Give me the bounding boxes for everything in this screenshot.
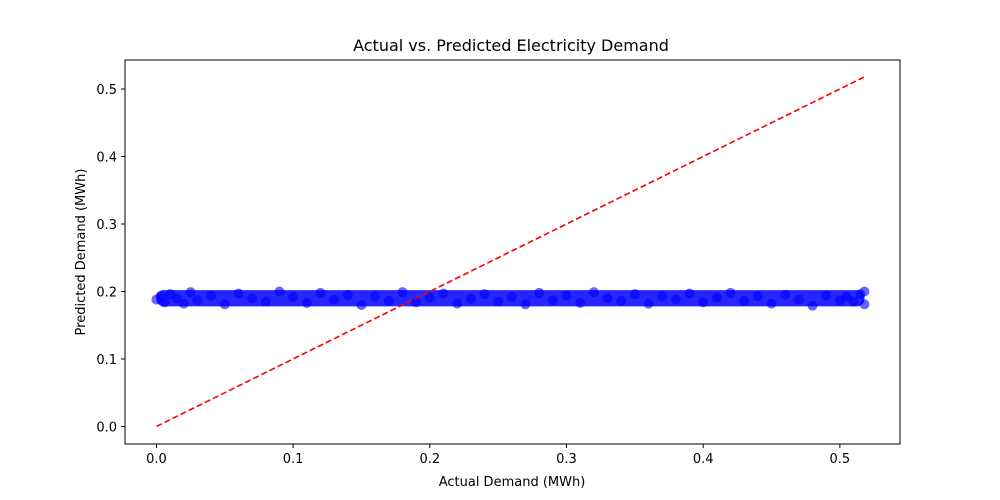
scatter-point: [739, 295, 750, 306]
scatter-point: [383, 295, 394, 306]
scatter-point: [452, 298, 463, 309]
ideal-fit-line: [156, 76, 865, 428]
y-tick-label: 0.1: [96, 353, 117, 368]
scatter-point: [602, 293, 613, 304]
x-axis: 0.0 0.1 0.2 0.3 0.4 0.5: [146, 444, 850, 467]
scatter-point: [424, 292, 435, 303]
scatter-point: [315, 287, 326, 298]
scatter-point: [643, 298, 654, 309]
scatter-point: [206, 290, 217, 301]
x-tick-label: 0.2: [419, 452, 440, 467]
scatter-point: [684, 288, 695, 299]
scatter-point: [247, 293, 258, 304]
chart-title: Actual vs. Predicted Electricity Demand: [353, 36, 669, 55]
x-tick-label: 0.1: [283, 452, 304, 467]
y-tick-label: 0.4: [96, 151, 117, 166]
y-tick-label: 0.0: [96, 420, 117, 435]
x-tick-label: 0.4: [693, 452, 714, 467]
scatter-point: [547, 295, 558, 306]
scatter-point: [370, 291, 381, 302]
y-tick-label: 0.5: [96, 83, 117, 98]
scatter-point: [493, 296, 504, 307]
scatter-point: [274, 286, 285, 297]
y-axis: 0.0 0.1 0.2 0.3 0.4 0.5: [96, 83, 125, 435]
y-tick-label: 0.3: [96, 218, 117, 233]
scatter-point: [670, 294, 681, 305]
scatter-point: [356, 299, 367, 310]
scatter-point: [575, 297, 586, 308]
scatter-point: [711, 292, 722, 303]
scatter-point: [288, 291, 299, 302]
scatter-point: [725, 287, 736, 298]
scatter-point: [301, 297, 312, 308]
scatter-point: [342, 289, 353, 300]
scatter-points: [151, 286, 870, 311]
scatter-point: [506, 291, 517, 302]
scatter-point: [185, 287, 196, 298]
x-tick-label: 0.3: [556, 452, 577, 467]
scatter-point: [780, 289, 791, 300]
scatter-point: [411, 297, 422, 308]
scatter-point: [698, 297, 709, 308]
scatter-point: [859, 286, 870, 297]
scatter-point: [616, 295, 627, 306]
scatter-point: [821, 290, 832, 301]
scatter-point: [629, 289, 640, 300]
y-axis-title: Predicted Demand (MWh): [74, 169, 89, 336]
scatter-point: [766, 298, 777, 309]
scatter-point: [329, 294, 340, 305]
scatter-point: [178, 298, 189, 309]
scatter-point: [171, 293, 182, 304]
scatter-point: [807, 300, 818, 311]
scatter-point: [159, 297, 170, 308]
axes-frame: [124, 59, 901, 445]
scatter-point: [260, 296, 271, 307]
scatter-point: [859, 299, 870, 310]
scatter-point: [520, 299, 531, 310]
scatter-point: [192, 295, 203, 306]
reference-line: [156, 76, 865, 428]
x-axis-title: Actual Demand (MWh): [439, 475, 586, 490]
scatter-point: [534, 287, 545, 298]
y-tick-label: 0.2: [96, 285, 117, 300]
x-tick-label: 0.5: [830, 452, 851, 467]
scatter-point: [397, 287, 408, 298]
scatter-point: [848, 296, 859, 307]
scatter-point: [657, 291, 668, 302]
scatter-point: [438, 288, 449, 299]
scatter-point: [219, 299, 230, 310]
scatter-point: [465, 293, 476, 304]
scatter-point: [752, 291, 763, 302]
scatter-point: [233, 288, 244, 299]
scatter-point: [793, 294, 804, 305]
scatter-point: [588, 287, 599, 298]
x-tick-label: 0.0: [146, 452, 167, 467]
scatter-point: [479, 289, 490, 300]
scatter-point: [561, 290, 572, 301]
